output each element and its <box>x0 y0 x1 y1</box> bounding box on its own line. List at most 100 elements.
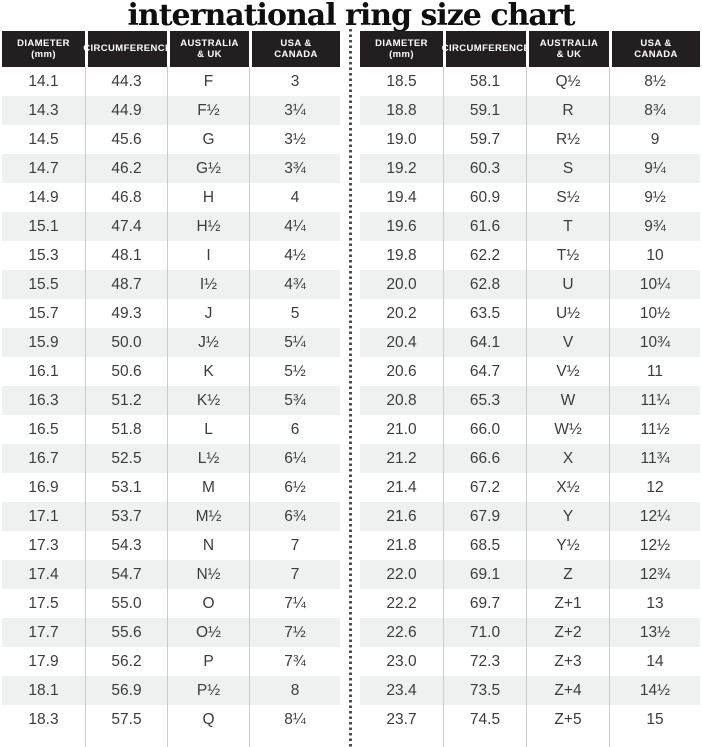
diameter-cell: 16.9 <box>28 479 59 496</box>
circumference-cell: 68.5 <box>443 531 526 560</box>
usa-canada-cell: 14 <box>609 647 700 676</box>
diameter-cell: 17.4 <box>28 566 59 583</box>
column-header: CIRCUMFERENCE <box>442 31 530 67</box>
australia-uk-cell: Z+2 <box>526 618 609 647</box>
column-header: DIAMETER (mm) <box>2 31 85 67</box>
australia-uk-cell: M <box>167 473 249 502</box>
australia-uk-cell: P <box>167 647 249 676</box>
table-row: 21.6 67.9 Y 12¼ <box>360 502 700 531</box>
circumference-cell: 53.7 <box>85 502 167 531</box>
australia-uk-cell: W½ <box>526 415 609 444</box>
table-row: 17.4 54.7 N½ 7 <box>2 560 340 589</box>
circumference-cell: 47.4 <box>85 212 167 241</box>
table-row: 22.6 71.0 Z+2 13½ <box>360 618 700 647</box>
table-row: 18.5 58.1 Q½ 8½ <box>360 67 700 96</box>
table-row: 14.7 46.2 G½ 3¾ <box>2 154 340 183</box>
table-row: 15.5 48.7 I½ 4¾ <box>2 270 340 299</box>
diameter-cell: 20.8 <box>386 392 417 409</box>
australia-uk-cell: H <box>167 183 249 212</box>
diameter-cell: 21.0 <box>386 421 417 438</box>
australia-uk-cell: S <box>526 154 609 183</box>
australia-uk-cell: R½ <box>526 125 609 154</box>
circumference-cell: 67.2 <box>443 473 526 502</box>
table-row: 23.7 74.5 Z+5 15 <box>360 705 700 734</box>
usa-canada-cell: 7½ <box>249 618 340 647</box>
usa-canada-cell: 15 <box>609 705 700 734</box>
diameter-cell: 17.9 <box>28 653 59 670</box>
diameter-cell: 17.1 <box>28 508 59 525</box>
usa-canada-cell: 7¼ <box>249 589 340 618</box>
circumference-cell: 60.9 <box>443 183 526 212</box>
usa-canada-cell: 4¾ <box>249 270 340 299</box>
australia-uk-cell: J <box>167 299 249 328</box>
table-row: 14.1 44.3 F 3 <box>2 67 340 96</box>
circumference-cell: 46.2 <box>85 154 167 183</box>
table-bottom-filler <box>360 734 700 747</box>
usa-canada-cell: 8½ <box>609 67 700 96</box>
table-row: 19.0 59.7 R½ 9 <box>360 125 700 154</box>
diameter-cell: 14.9 <box>28 189 59 206</box>
table-row: 20.8 65.3 W 11¼ <box>360 386 700 415</box>
circumference-cell: 50.6 <box>85 357 167 386</box>
australia-uk-cell: H½ <box>167 212 249 241</box>
usa-canada-cell: 7¾ <box>249 647 340 676</box>
ring-size-chart: DIAMETER (mm) CIRCUMFERENCE AUSTRALIA & … <box>0 29 702 747</box>
usa-canada-cell: 10¾ <box>609 328 700 357</box>
usa-canada-cell: 6½ <box>249 473 340 502</box>
usa-canada-cell: 6¾ <box>249 502 340 531</box>
diameter-cell: 15.3 <box>28 247 59 264</box>
table-header-left: DIAMETER (mm) CIRCUMFERENCE AUSTRALIA & … <box>2 31 340 67</box>
circumference-cell: 73.5 <box>443 676 526 705</box>
circumference-cell: 44.9 <box>85 96 167 125</box>
circumference-cell: 50.0 <box>85 328 167 357</box>
table-row: 15.7 49.3 J 5 <box>2 299 340 328</box>
usa-canada-cell: 8¼ <box>249 705 340 734</box>
circumference-cell: 52.5 <box>85 444 167 473</box>
table-row: 14.5 45.6 G 3½ <box>2 125 340 154</box>
diameter-cell: 20.6 <box>386 363 417 380</box>
circumference-cell: 69.1 <box>443 560 526 589</box>
circumference-cell: 66.6 <box>443 444 526 473</box>
usa-canada-cell: 12 <box>609 473 700 502</box>
australia-uk-cell: U½ <box>526 299 609 328</box>
australia-uk-cell: U <box>526 270 609 299</box>
circumference-cell: 66.0 <box>443 415 526 444</box>
australia-uk-cell: L <box>167 415 249 444</box>
australia-uk-cell: G½ <box>167 154 249 183</box>
circumference-cell: 54.3 <box>85 531 167 560</box>
diameter-cell: 18.3 <box>28 711 59 728</box>
australia-uk-cell: V½ <box>526 357 609 386</box>
usa-canada-cell: 3½ <box>249 125 340 154</box>
table-row: 15.3 48.1 I 4½ <box>2 241 340 270</box>
diameter-cell: 19.4 <box>386 189 417 206</box>
diameter-cell: 19.8 <box>386 247 417 264</box>
usa-canada-cell: 11¾ <box>609 444 700 473</box>
column-header: CIRCUMFERENCE <box>83 31 171 67</box>
diameter-cell: 15.7 <box>28 305 59 322</box>
australia-uk-cell: O½ <box>167 618 249 647</box>
circumference-cell: 56.2 <box>85 647 167 676</box>
australia-uk-cell: Z+3 <box>526 647 609 676</box>
table-row: 18.8 59.1 R 8¾ <box>360 96 700 125</box>
usa-canada-cell: 14½ <box>609 676 700 705</box>
diameter-cell: 21.4 <box>386 479 417 496</box>
table-row: 22.0 69.1 Z 12¾ <box>360 560 700 589</box>
table-row: 23.4 73.5 Z+4 14½ <box>360 676 700 705</box>
usa-canada-cell: 5¼ <box>249 328 340 357</box>
usa-canada-cell: 8¾ <box>609 96 700 125</box>
australia-uk-cell: O <box>167 589 249 618</box>
australia-uk-cell: Z+1 <box>526 589 609 618</box>
circumference-cell: 49.3 <box>85 299 167 328</box>
table-row: 16.5 51.8 L 6 <box>2 415 340 444</box>
diameter-cell: 14.3 <box>28 102 59 119</box>
usa-canada-cell: 12½ <box>609 531 700 560</box>
circumference-cell: 63.5 <box>443 299 526 328</box>
diameter-cell: 22.0 <box>386 566 417 583</box>
australia-uk-cell: I <box>167 241 249 270</box>
table-row: 17.3 54.3 N 7 <box>2 531 340 560</box>
usa-canada-cell: 9¾ <box>609 212 700 241</box>
table-row: 17.5 55.0 O 7¼ <box>2 589 340 618</box>
circumference-cell: 57.5 <box>85 705 167 734</box>
table-row: 16.3 51.2 K½ 5¾ <box>2 386 340 415</box>
column-header: AUSTRALIA & UK <box>167 31 249 67</box>
